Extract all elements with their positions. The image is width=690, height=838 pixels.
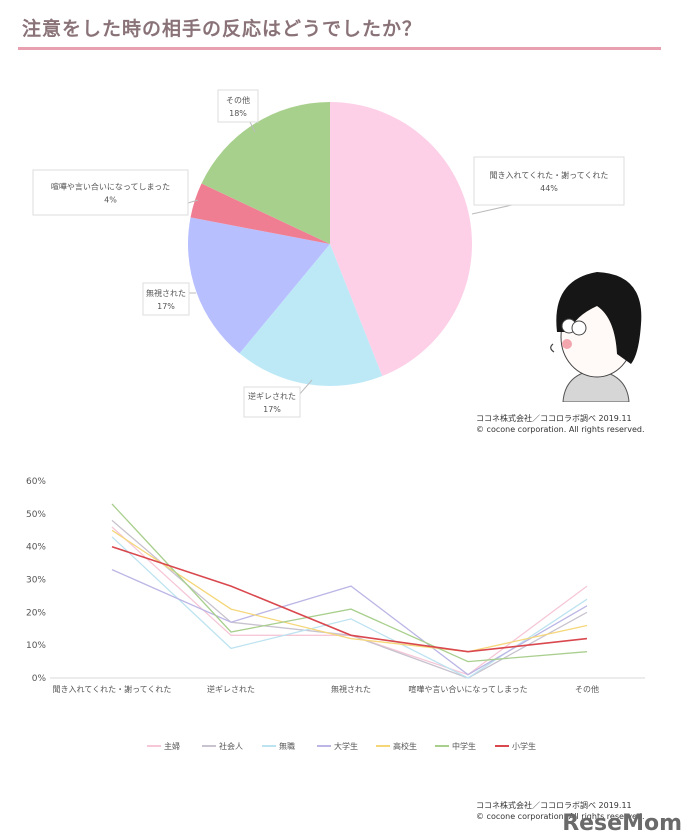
line-chart: 0% 10% 20% 30% 40% 50% 60% 聞き入れてくれた・謝ってくれた 逆ギレされ… — [26, 477, 645, 751]
watermark-logo: ReseMom — [562, 811, 682, 836]
pie-value-label: 18% — [229, 109, 247, 118]
x-tick-label: その他 — [575, 684, 599, 694]
series-line — [111, 569, 588, 676]
pie-label: 喧嘩や言い合いになってしまった — [51, 182, 170, 192]
y-tick-label: 0% — [32, 674, 47, 684]
y-tick-label: 40% — [26, 543, 46, 553]
credit-copyright: © cocone corporation. All rights reserve… — [476, 425, 645, 434]
legend-label: 社会人 — [219, 741, 243, 751]
pie-slice — [330, 102, 473, 377]
callout-leader — [471, 204, 513, 215]
x-tick-label: 聞き入れてくれた・謝ってくれた — [53, 684, 172, 694]
pie-label: その他 — [226, 95, 250, 105]
credit-source-bottom: ココネ株式会社／ココロラボ調べ 2019.11 — [476, 801, 632, 810]
x-tick-label: 逆ギレされた — [207, 684, 255, 694]
pie-label: 無視された — [146, 288, 186, 298]
pie-label: 逆ギレされた — [248, 391, 296, 401]
y-tick-label: 20% — [26, 608, 46, 618]
legend-label: 小学生 — [512, 741, 536, 751]
x-tick-label: 喧嘩や言い合いになってしまった — [408, 684, 527, 694]
callout-box — [217, 89, 259, 123]
page-title: 注意をした時の相手の反応はどうでしたか？ — [22, 18, 423, 40]
y-tick-label: 60% — [26, 477, 46, 487]
series-line — [111, 536, 588, 679]
person-illustration — [550, 272, 642, 402]
callout-box — [32, 169, 189, 216]
pie-value-label: 17% — [263, 405, 281, 414]
series-line — [111, 503, 588, 663]
legend-label: 中学生 — [452, 741, 476, 751]
pie-value-label: 4% — [104, 196, 117, 205]
y-tick-label: 10% — [26, 641, 46, 651]
credit-source: ココネ株式会社／ココロラボ調べ 2019.11 — [476, 414, 632, 423]
legend-label: 高校生 — [393, 741, 417, 751]
pie-value-label: 44% — [540, 184, 558, 193]
legend-label: 無職 — [279, 741, 295, 751]
pie-chart: 聞き入れてくれた・謝ってくれた 44% 逆ギレされた 17% 無視された 17% 喧嘩や言い… — [32, 89, 625, 418]
callout-leader — [187, 199, 199, 204]
pie-slice — [239, 244, 383, 386]
legend-label: 主婦 — [164, 741, 180, 751]
series-line — [111, 519, 588, 679]
credit-copyright-bottom: © cocone corporation. All rights reserve… — [476, 812, 645, 821]
pie-value-label: 17% — [157, 302, 175, 311]
legend-label: 大学生 — [334, 741, 358, 751]
series-line — [111, 529, 588, 653]
series-line — [111, 545, 588, 653]
callout-box — [243, 386, 301, 418]
pie-label: 聞き入れてくれた・謝ってくれた — [490, 170, 609, 180]
callout-box — [142, 282, 190, 316]
callout-leader — [249, 121, 256, 133]
title-underline — [18, 47, 661, 50]
pie-slice — [190, 183, 330, 244]
x-tick-label: 無視された — [331, 684, 371, 694]
pie-slice — [201, 102, 330, 244]
y-tick-label: 50% — [26, 510, 46, 520]
y-tick-label: 30% — [26, 576, 46, 586]
pie-slice — [188, 217, 330, 354]
callout-box — [473, 156, 625, 206]
